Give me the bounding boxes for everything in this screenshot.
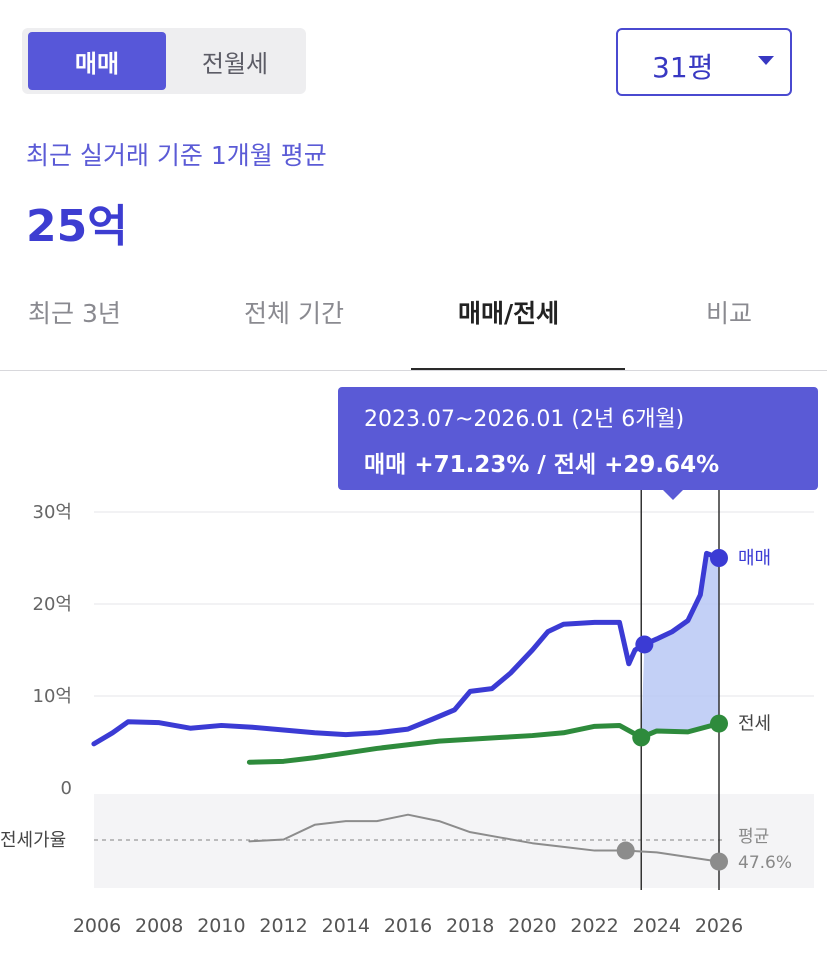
size-select-value: 31평	[652, 51, 714, 84]
jeonse-point	[632, 728, 651, 747]
x-tick-label: 2016	[384, 915, 432, 937]
y-tick-label: 0	[61, 778, 72, 799]
y-tick-label: 10억	[33, 686, 72, 707]
y-tick-label: 30억	[33, 502, 72, 523]
tab-sale-jeonse[interactable]: 매매/전세	[458, 299, 560, 328]
sale-series-label: 매매	[738, 548, 771, 569]
average-price: 25억	[26, 201, 128, 252]
x-tick-label: 2018	[446, 915, 494, 937]
x-tick-label: 2026	[695, 915, 743, 937]
sale-point	[710, 549, 728, 567]
tooltip-arrow	[660, 487, 686, 500]
jeonse-point	[710, 714, 728, 733]
x-tick-label: 2010	[197, 915, 245, 937]
tabs-divider	[0, 370, 827, 371]
series-end-points	[616, 549, 728, 871]
jeonse-ratio-point	[710, 852, 728, 871]
jeonse-ratio-line	[248, 813, 720, 863]
tab-recent-3y[interactable]: 최근 3년	[28, 299, 121, 328]
ratio-panel-bg	[94, 794, 814, 888]
sale-line	[91, 550, 722, 747]
x-tick-label: 2008	[135, 915, 183, 937]
deal-type-toggle: 매매 전월세	[22, 28, 306, 94]
tooltip-range: 2023.07~2026.01 (2년 6개월)	[364, 407, 685, 432]
x-tick-label: 2022	[570, 915, 618, 937]
deal-type-sale-button[interactable]: 매매	[28, 32, 166, 90]
size-select[interactable]: 31평	[616, 28, 792, 96]
ratio-axis-label: 전세가율	[0, 830, 66, 851]
period-tabs: 최근 3년 전체 기간 매매/전세 비교	[0, 270, 827, 374]
y-ticks: 30억 20억 10억 0 전세가율	[0, 502, 72, 851]
active-tab-indicator	[411, 368, 625, 371]
jeonse-ratio-point	[616, 841, 635, 860]
deal-type-rent-button[interactable]: 전월세	[201, 49, 269, 78]
jeonse-series-label: 전세	[738, 714, 771, 735]
caret-down-icon	[758, 56, 774, 65]
tab-all-period[interactable]: 전체 기간	[244, 299, 344, 328]
x-ticks: 2006 2008 2010 2012 2014 2016 2018 2020 2022 2024…	[73, 915, 743, 937]
tab-compare[interactable]: 비교	[706, 299, 753, 328]
range-tooltip: 2023.07~2026.01 (2년 6개월) 매매 +71.23% / 전세…	[338, 387, 818, 500]
y-tick-label: 20억	[33, 594, 72, 615]
x-tick-label: 2020	[508, 915, 556, 937]
ratio-average-label: 평균	[738, 827, 769, 847]
ratio-average-value: 47.6%	[738, 853, 792, 873]
price-basis-label: 최근 실거래 기준 1개월 평균	[26, 141, 327, 170]
sale-point	[635, 635, 654, 654]
x-tick-label: 2006	[73, 915, 121, 937]
x-tick-label: 2024	[633, 915, 681, 937]
x-tick-label: 2014	[322, 915, 370, 937]
x-tick-label: 2012	[259, 915, 307, 937]
tooltip-change: 매매 +71.23% / 전세 +29.64%	[364, 452, 720, 478]
